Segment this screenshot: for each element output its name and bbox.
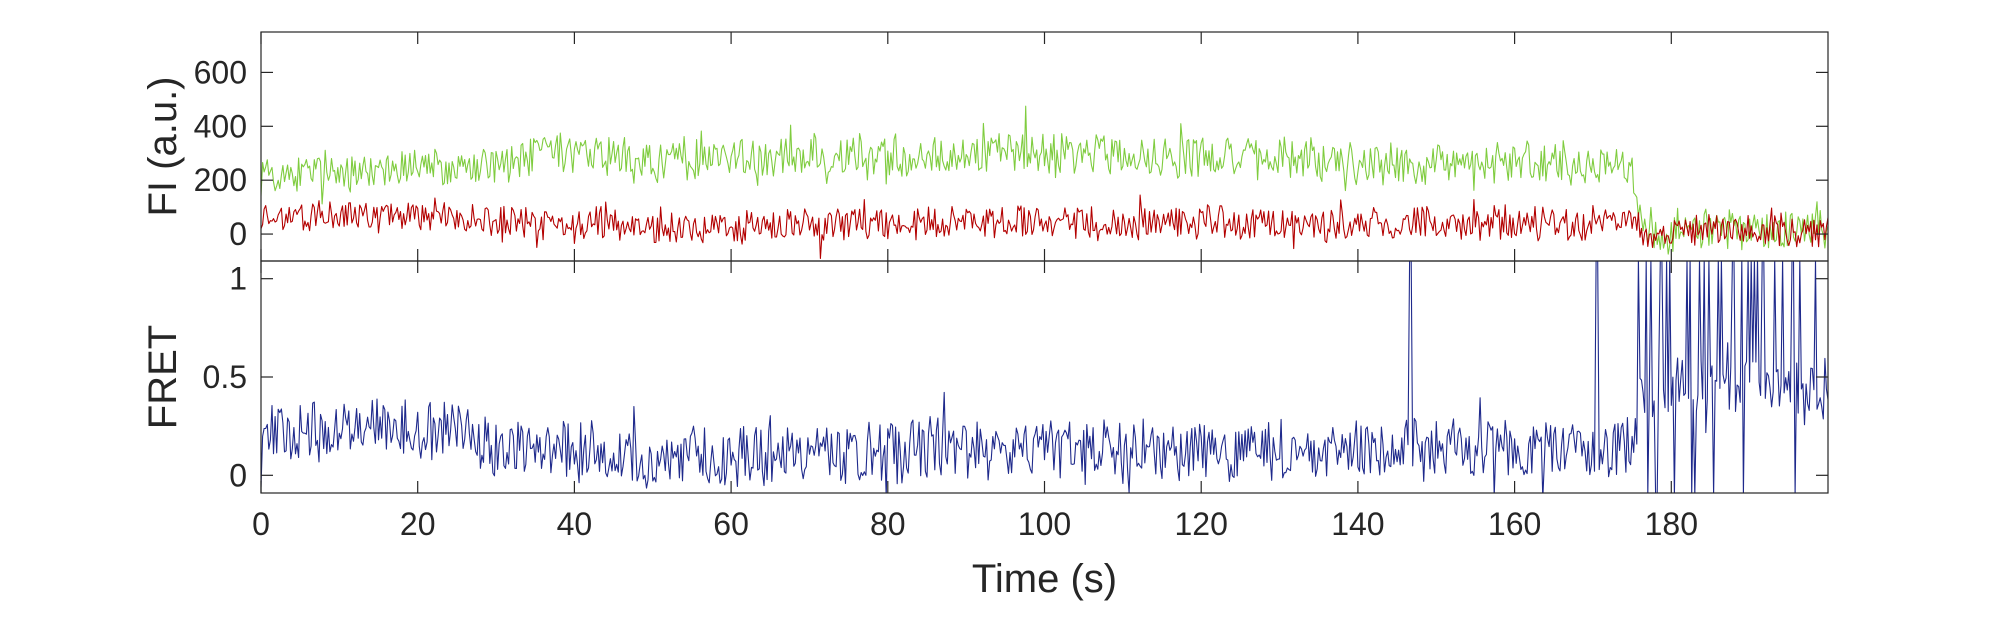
fret-panel: 0 0.5 1 FRET 0 20 40 60 80 100 120 140 160 180 Time (s… xyxy=(141,260,1829,601)
fi-ytick-label: 400 xyxy=(194,108,247,144)
fret-ytick-label: 0.5 xyxy=(203,359,247,395)
xtick-label: 120 xyxy=(1175,506,1228,542)
xtick-label: 80 xyxy=(870,506,906,542)
xtick-label: 40 xyxy=(557,506,593,542)
xtick-label: 100 xyxy=(1018,506,1071,542)
fi-ytick-label: 200 xyxy=(194,162,247,198)
fi-ylabel: FI (a.u.) xyxy=(141,76,185,216)
xtick-label: 140 xyxy=(1331,506,1384,542)
fret-ytick-label: 1 xyxy=(229,261,247,297)
xlabel: Time (s) xyxy=(972,557,1117,601)
fi-series-0-line xyxy=(261,105,1828,255)
xtick-label: 0 xyxy=(252,506,270,542)
fi-traces xyxy=(261,105,1828,260)
xtick-label: 160 xyxy=(1488,506,1541,542)
xtick-label: 60 xyxy=(713,506,749,542)
xtick-label: 20 xyxy=(400,506,436,542)
fi-ytick-label: 600 xyxy=(194,54,247,90)
fi-ytick-label: 0 xyxy=(229,216,247,252)
fret-traces xyxy=(261,261,1828,493)
xtick-label: 180 xyxy=(1645,506,1698,542)
fret-ylabel: FRET xyxy=(141,325,185,429)
fi-series-1-line xyxy=(261,194,1828,260)
fret-ytick-label: 0 xyxy=(229,457,247,493)
fret-series-0-line xyxy=(261,261,1828,493)
